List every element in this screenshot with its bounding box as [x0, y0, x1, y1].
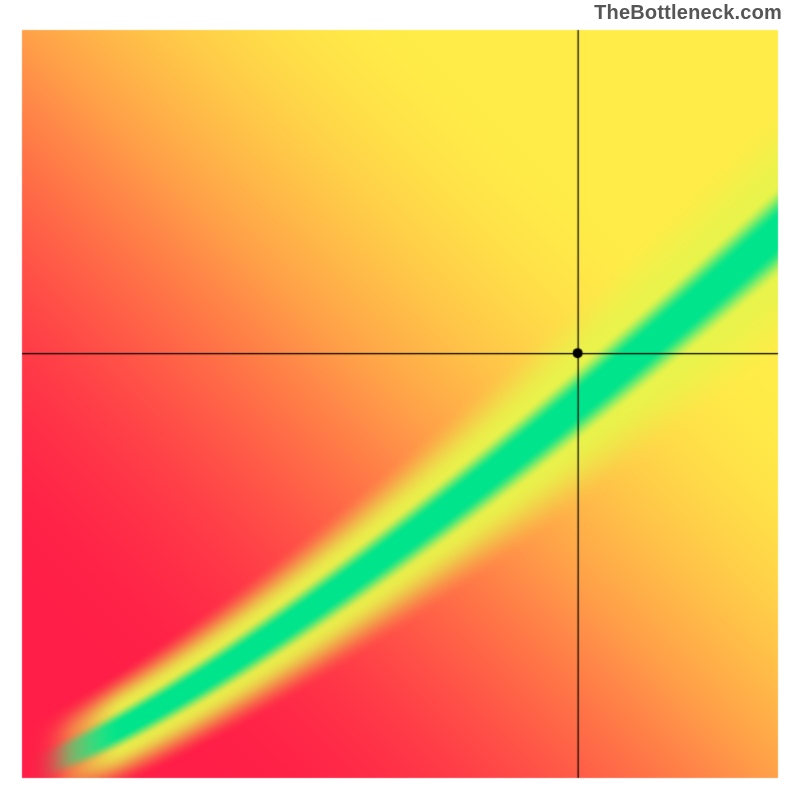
bottleneck-heatmap	[0, 0, 800, 800]
watermark-text: TheBottleneck.com	[594, 2, 782, 25]
